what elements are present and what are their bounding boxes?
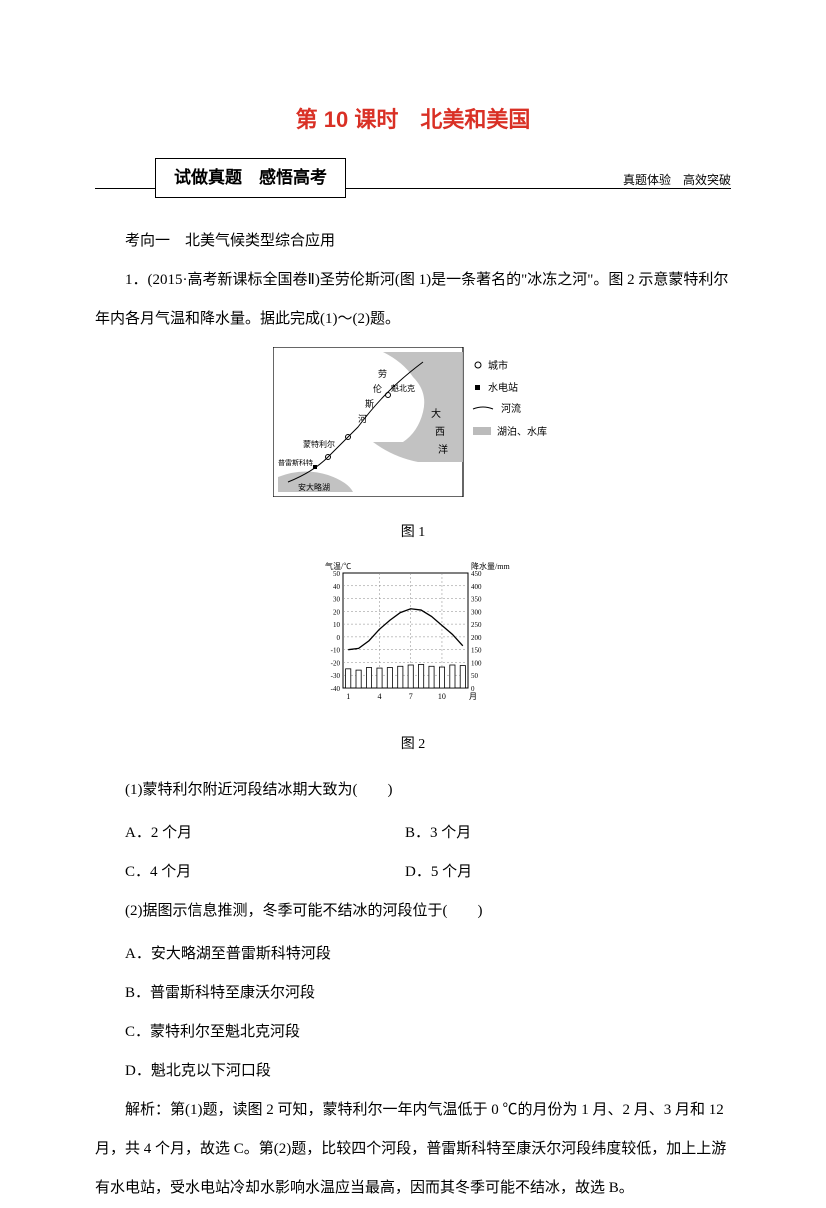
content-body: 考向一 北美气候类型综合应用 1．(2015·高考新课标全国卷Ⅱ)圣劳伦斯河(图… <box>95 222 731 1208</box>
svg-text:7: 7 <box>409 692 413 701</box>
svg-text:50: 50 <box>471 672 479 680</box>
svg-text:4: 4 <box>378 692 382 701</box>
figure-1: 劳 伦 斯 河 魁北克 蒙特利尔 普雷斯科特 安大略湖 大 西 洋 城市 水电站… <box>95 347 731 551</box>
svg-text:300: 300 <box>471 608 482 616</box>
svg-text:30: 30 <box>333 596 341 604</box>
svg-text:200: 200 <box>471 634 482 642</box>
q2-options: A．安大略湖至普雷斯科特河段 B．普雷斯科特至康沃尔河段 C．蒙特利尔至魁北克河… <box>95 935 731 1091</box>
svg-text:西: 西 <box>435 427 445 438</box>
map-svg: 劳 伦 斯 河 魁北克 蒙特利尔 普雷斯科特 安大略湖 大 西 洋 城市 水电站… <box>273 347 553 497</box>
svg-text:400: 400 <box>471 583 482 591</box>
q1-opt-c: C．4 个月 <box>95 853 375 892</box>
q1-opt-b: B．3 个月 <box>375 814 655 853</box>
svg-text:-30: -30 <box>331 672 341 680</box>
svg-text:40: 40 <box>333 583 341 591</box>
svg-text:-10: -10 <box>331 647 341 655</box>
q2-stem: (2)据图示信息推测，冬季可能不结冰的河段位于( ) <box>95 892 731 931</box>
svg-text:水电站: 水电站 <box>488 381 518 394</box>
q2-opt-c: C．蒙特利尔至魁北克河段 <box>95 1013 731 1052</box>
svg-text:蒙特利尔: 蒙特利尔 <box>303 439 335 449</box>
svg-text:-40: -40 <box>331 685 341 693</box>
figure-2: 气温/℃ 降水量/mm <box>95 559 731 763</box>
svg-text:50: 50 <box>333 570 341 578</box>
analysis: 解析：第(1)题，读图 2 可知，蒙特利尔一年内气温低于 0 ℃的月份为 1 月… <box>95 1091 731 1208</box>
svg-text:城市: 城市 <box>488 359 508 372</box>
svg-text:450: 450 <box>471 570 482 578</box>
kaoxiang-heading: 考向一 北美气候类型综合应用 <box>95 222 731 261</box>
svg-text:20: 20 <box>333 608 341 616</box>
q1-options: A．2 个月 B．3 个月 C．4 个月 D．5 个月 <box>95 814 731 892</box>
svg-text:普雷斯科特: 普雷斯科特 <box>278 458 313 467</box>
svg-text:0: 0 <box>337 634 341 642</box>
page-title: 第 10 课时 北美和美国 <box>95 100 731 140</box>
question-intro: 1．(2015·高考新课标全国卷Ⅱ)圣劳伦斯河(图 1)是一条著名的"冰冻之河"… <box>95 261 731 339</box>
svg-text:湖泊、水库: 湖泊、水库 <box>497 425 547 438</box>
svg-text:劳: 劳 <box>378 368 387 379</box>
figure-1-label: 图 1 <box>95 515 731 551</box>
q2-opt-d: D．魁北克以下河口段 <box>95 1052 731 1091</box>
svg-text:月: 月 <box>469 692 477 701</box>
svg-text:-20: -20 <box>331 659 341 667</box>
svg-text:魁北克: 魁北克 <box>391 383 415 393</box>
q2-opt-b: B．普雷斯科特至康沃尔河段 <box>95 974 731 1013</box>
climograph-svg: 气温/℃ 降水量/mm <box>303 559 523 709</box>
section-banner: 试做真题 感悟高考 <box>155 158 346 199</box>
svg-text:河流: 河流 <box>501 402 521 415</box>
q1-stem: (1)蒙特利尔附近河段结冰期大致为( ) <box>95 771 731 810</box>
svg-text:洋: 洋 <box>438 443 448 456</box>
svg-text:斯: 斯 <box>365 398 374 409</box>
svg-text:伦: 伦 <box>373 383 382 394</box>
svg-text:350: 350 <box>471 596 482 604</box>
svg-text:安大略湖: 安大略湖 <box>298 482 330 492</box>
svg-text:大: 大 <box>431 407 441 420</box>
svg-text:250: 250 <box>471 621 482 629</box>
q1-opt-d: D．5 个月 <box>375 853 655 892</box>
svg-text:150: 150 <box>471 647 482 655</box>
q1-opt-a: A．2 个月 <box>95 814 375 853</box>
svg-text:1: 1 <box>346 692 350 701</box>
svg-text:10: 10 <box>333 621 341 629</box>
svg-text:河: 河 <box>358 413 367 424</box>
q2-opt-a: A．安大略湖至普雷斯科特河段 <box>95 935 731 974</box>
svg-text:100: 100 <box>471 659 482 667</box>
section-header: 试做真题 感悟高考 真题体验 高效突破 <box>95 158 731 194</box>
svg-text:10: 10 <box>438 692 446 701</box>
figure-2-label: 图 2 <box>95 727 731 763</box>
